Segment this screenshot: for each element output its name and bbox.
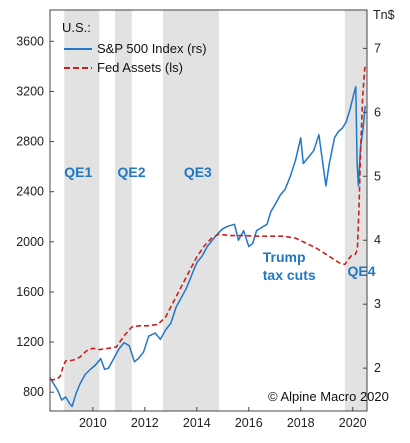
left-tick-label: 2000 [16,235,44,249]
right-tick-label: 3 [374,297,381,311]
shaded-band-qe1 [64,10,100,411]
left-tick-label: 3600 [16,34,44,48]
right-axis-ticks: 2 3 4 5 6 7 [363,41,381,375]
annotations: Trump tax cuts [263,249,316,283]
left-tick-label: 800 [23,385,44,399]
copyright-note: © Alpine Macro 2020 [268,389,389,404]
legend-title: U.S.: [62,20,91,35]
series-line-fed-assets [50,63,367,381]
right-tick-label: 4 [374,233,381,247]
right-tick-label: 7 [374,41,381,55]
legend: U.S.: S&P 500 Index (rs) Fed Assets (ls) [62,20,207,75]
band-label-qe3: QE3 [184,164,212,180]
shaded-band-qe4 [344,10,367,411]
x-tick-label: 2018 [287,416,315,430]
x-tick-label: 2020 [339,416,367,430]
right-tick-label: 6 [374,105,381,119]
right-axis-unit: Tn$ [373,8,395,22]
series-line-sp500 [49,85,366,408]
x-tick-label: 2014 [183,416,211,430]
left-tick-label: 1200 [16,335,44,349]
band-label-qe4: QE4 [348,263,376,279]
annotation-trump-tax-cuts: Trump tax cuts [263,249,316,283]
series-layer [49,63,367,408]
x-tick-label: 2016 [235,416,263,430]
x-tick-label: 2010 [79,416,107,430]
left-tick-label: 3200 [16,84,44,98]
x-tick-label: 2012 [131,416,159,430]
left-tick-label: 1600 [16,285,44,299]
left-tick-label: 2800 [16,135,44,149]
right-tick-label: 2 [374,361,381,375]
left-tick-label: 2400 [16,185,44,199]
shaded-band-qe3 [163,10,219,411]
plot-frame [49,9,368,412]
shaded-band-qe2 [114,10,132,411]
legend-label-fed: Fed Assets (ls) [97,60,183,75]
right-tick-label: 5 [374,169,381,183]
band-label-qe1: QE1 [64,164,92,180]
legend-label-sp500: S&P 500 Index (rs) [97,41,207,56]
band-label-qe2: QE2 [118,164,146,180]
left-axis-ticks: 800 1200 1600 2000 2400 2800 3200 3600 [16,34,54,399]
x-axis-ticks: 2010 2012 2014 2016 2018 2020 [79,407,367,430]
qe-band-labels: QE1 QE2 QE3 QE4 [64,164,375,279]
